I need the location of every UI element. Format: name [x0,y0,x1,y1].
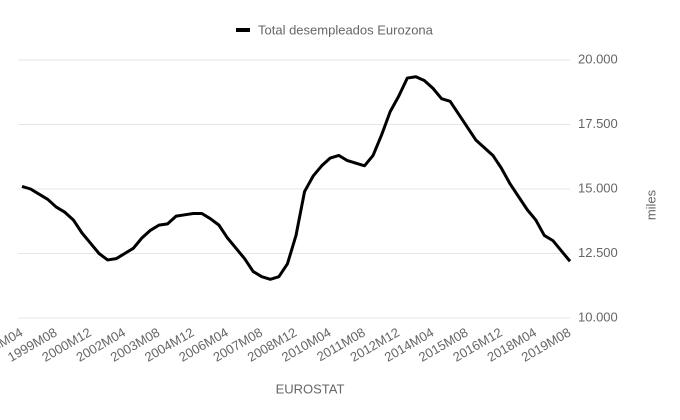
data-line [21,75,572,281]
y-tick-label: 12.500 [578,245,618,260]
y-tick-label: 15.000 [578,180,618,195]
x-axis-label: EUROSTAT [276,381,345,396]
y-tick-label: 17.500 [578,116,618,131]
y-axis-label: miles [643,189,658,220]
y-tick-label: 20.000 [578,51,618,66]
y-tick-label: 10.000 [578,309,618,324]
legend-label: Total desempleados Eurozona [258,22,434,37]
